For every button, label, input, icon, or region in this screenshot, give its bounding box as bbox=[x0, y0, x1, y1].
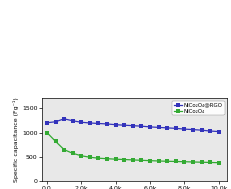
NiCo₂O₄@RGO bbox=[71, 120, 74, 122]
NiCo₂O₄@RGO bbox=[54, 121, 57, 123]
NiCo₂O₄ bbox=[62, 149, 65, 151]
NiCo₂O₄ bbox=[105, 158, 108, 160]
NiCo₂O₄ bbox=[88, 156, 91, 158]
NiCo₂O₄@RGO bbox=[191, 129, 194, 131]
NiCo₂O₄@RGO bbox=[148, 126, 151, 128]
NiCo₂O₄ bbox=[79, 155, 82, 157]
NiCo₂O₄@RGO bbox=[157, 126, 159, 129]
NiCo₂O₄@RGO bbox=[122, 124, 125, 126]
Y-axis label: Specific capacitance (Fg⁻¹): Specific capacitance (Fg⁻¹) bbox=[13, 98, 19, 182]
NiCo₂O₄ bbox=[131, 159, 134, 161]
NiCo₂O₄@RGO bbox=[174, 127, 176, 129]
NiCo₂O₄ bbox=[165, 160, 168, 162]
NiCo₂O₄@RGO bbox=[88, 122, 91, 124]
NiCo₂O₄ bbox=[71, 152, 74, 154]
NiCo₂O₄ bbox=[122, 158, 125, 161]
NiCo₂O₄ bbox=[216, 162, 219, 164]
NiCo₂O₄@RGO bbox=[199, 129, 202, 131]
NiCo₂O₄@RGO bbox=[140, 125, 142, 127]
Line: NiCo₂O₄: NiCo₂O₄ bbox=[45, 131, 219, 164]
NiCo₂O₄ bbox=[191, 161, 194, 163]
NiCo₂O₄@RGO bbox=[216, 130, 219, 133]
NiCo₂O₄ bbox=[148, 160, 151, 162]
Legend: NiCo₂O₄@RGO, NiCo₂O₄: NiCo₂O₄@RGO, NiCo₂O₄ bbox=[171, 101, 224, 115]
NiCo₂O₄ bbox=[208, 161, 211, 164]
NiCo₂O₄ bbox=[140, 159, 142, 161]
NiCo₂O₄ bbox=[182, 161, 185, 163]
NiCo₂O₄ bbox=[45, 131, 48, 134]
NiCo₂O₄@RGO bbox=[45, 122, 48, 124]
NiCo₂O₄@RGO bbox=[182, 128, 185, 130]
NiCo₂O₄@RGO bbox=[105, 123, 108, 125]
NiCo₂O₄@RGO bbox=[97, 122, 99, 125]
Line: NiCo₂O₄@RGO: NiCo₂O₄@RGO bbox=[45, 117, 219, 133]
NiCo₂O₄@RGO bbox=[62, 118, 65, 120]
NiCo₂O₄ bbox=[54, 140, 57, 143]
NiCo₂O₄ bbox=[157, 160, 159, 162]
NiCo₂O₄@RGO bbox=[114, 124, 117, 126]
NiCo₂O₄ bbox=[199, 161, 202, 163]
NiCo₂O₄ bbox=[97, 157, 99, 159]
NiCo₂O₄@RGO bbox=[79, 121, 82, 123]
NiCo₂O₄ bbox=[174, 160, 176, 163]
NiCo₂O₄@RGO bbox=[165, 127, 168, 129]
NiCo₂O₄@RGO bbox=[208, 130, 211, 132]
NiCo₂O₄ bbox=[114, 158, 117, 160]
NiCo₂O₄@RGO bbox=[131, 125, 134, 127]
